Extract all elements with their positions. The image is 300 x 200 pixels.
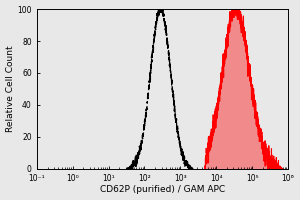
X-axis label: CD62P (purified) / GAM APC: CD62P (purified) / GAM APC <box>100 185 225 194</box>
Y-axis label: Relative Cell Count: Relative Cell Count <box>6 46 15 132</box>
